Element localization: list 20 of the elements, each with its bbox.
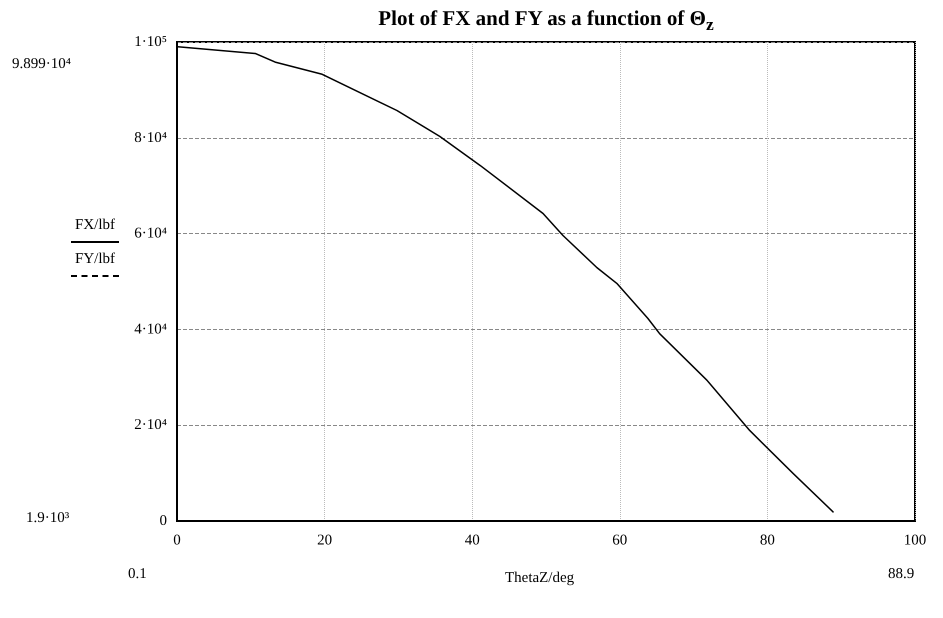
x-tick-label: 80 xyxy=(760,532,775,548)
chart-title: Plot of FX and FY as a function of Θ$_{z}$ xyxy=(377,6,715,36)
text: 9.899·10⁴ xyxy=(12,56,71,73)
y-tick-label: 2·10⁴ xyxy=(134,417,167,434)
x-tick-label: 60 xyxy=(612,532,628,548)
legend-label: FY/lbf xyxy=(74,251,115,267)
text: 88.9 xyxy=(888,566,914,583)
x-tick-label: 100 xyxy=(904,532,926,548)
x-tick-label: 0 xyxy=(173,532,181,548)
text: 1.9·10³ xyxy=(26,510,70,527)
y-tick-label: 0 xyxy=(160,513,167,529)
x-tick-label: 20 xyxy=(317,532,332,548)
x-tick-label: 40 xyxy=(464,532,480,548)
y-tick-label: 6·10⁴ xyxy=(134,226,167,242)
x-axis-title: ThetaZ/deg xyxy=(505,570,574,586)
y-tick-label: 1·10⁵ xyxy=(134,34,167,50)
text: 0.1 xyxy=(128,566,147,583)
y-tick-label: 4·10⁴ xyxy=(134,321,167,338)
text: FX/lbf xyxy=(74,217,115,233)
y-tick-label: 8·10⁴ xyxy=(134,130,167,146)
